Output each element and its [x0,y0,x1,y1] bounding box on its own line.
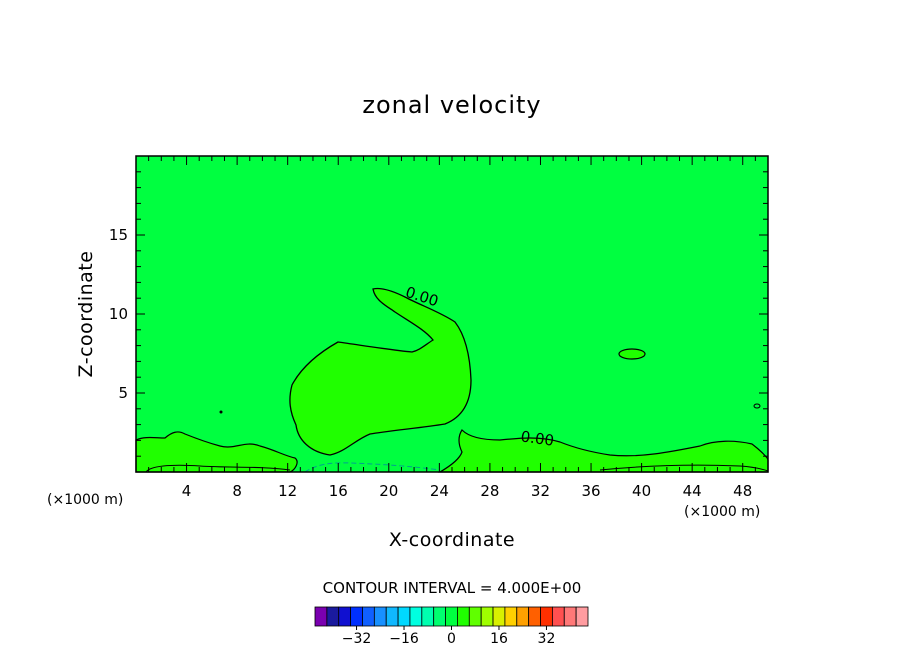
colorbar-swatch [504,606,518,627]
colorbar-tick-label: 16 [490,631,508,647]
colorbar-swatch [397,606,411,627]
colorbar-swatch [551,606,565,627]
x-tick-label: 32 [531,482,550,500]
colorbar-swatch [409,606,423,627]
contour-line-bottom-right [599,464,769,472]
contour-line-bottom [145,464,291,473]
colorbar-swatch [516,606,530,627]
colorbar-tick-label: −16 [389,631,419,647]
contour-interval-label: CONTOUR INTERVAL = 4.000E+00 [323,579,582,597]
colorbar-tick-label: 32 [538,631,556,647]
colorbar-swatch [385,606,399,627]
x-tick-label: 16 [329,482,348,500]
x-axis-label: X-coordinate [389,529,515,551]
colorbar-swatch [563,606,577,627]
colorbar-swatch [373,606,387,627]
contour-region-lower-left [135,431,298,473]
x-tick-label: 40 [632,482,651,500]
colorbar-swatch [350,606,363,627]
x-tick-label: 8 [232,482,242,500]
y-unit-right: (×1000 m) [684,504,760,520]
x-tick-label: 44 [683,482,702,500]
colorbar-swatch [326,606,340,627]
x-tick-label: 48 [733,482,752,500]
colorbar: −32 −16 0 16 32 [314,606,589,647]
y-tick-label: 15 [109,226,128,244]
x-tick-label: 28 [480,482,499,500]
contour-region-lower-right [437,429,769,473]
x-tick-label: 24 [430,482,449,500]
colorbar-tick-label: 0 [447,631,456,647]
contour-island-right [618,348,646,360]
plot-area [136,156,768,472]
colorbar-swatch [421,606,435,627]
colorbar-tick-label: −32 [342,631,372,647]
y-axis-label: Z-coordinate [75,251,97,378]
contour-island-small-1 [753,403,761,409]
y-tick-label: 5 [118,384,128,402]
colorbar-swatch [480,606,494,627]
colorbar-swatch [528,606,541,627]
x-tick-label: 4 [182,482,192,500]
colorbar-swatch [457,606,470,627]
colorbar-swatch [338,606,352,627]
colorbar-swatch [433,606,446,627]
colorbar-swatch [468,606,482,627]
colorbar-swatch [314,606,328,627]
x-unit-left: (×1000 m) [47,492,123,508]
colorbar-swatch [575,606,589,627]
contour-label: 0.00 [520,427,556,449]
contour-region-positive [289,287,472,456]
y-tick-label: 10 [109,305,128,323]
chart-title: zonal velocity [362,91,541,119]
x-tick-label: 36 [581,482,600,500]
colorbar-swatch [362,606,375,627]
colorbar-swatch [492,606,506,627]
x-tick-label: 12 [278,482,297,500]
colorbar-swatch [445,606,458,627]
contour-island-small-2 [219,410,223,414]
contour-line-negative [304,462,441,473]
colorbar-swatch [540,606,553,627]
x-tick-label: 20 [379,482,398,500]
